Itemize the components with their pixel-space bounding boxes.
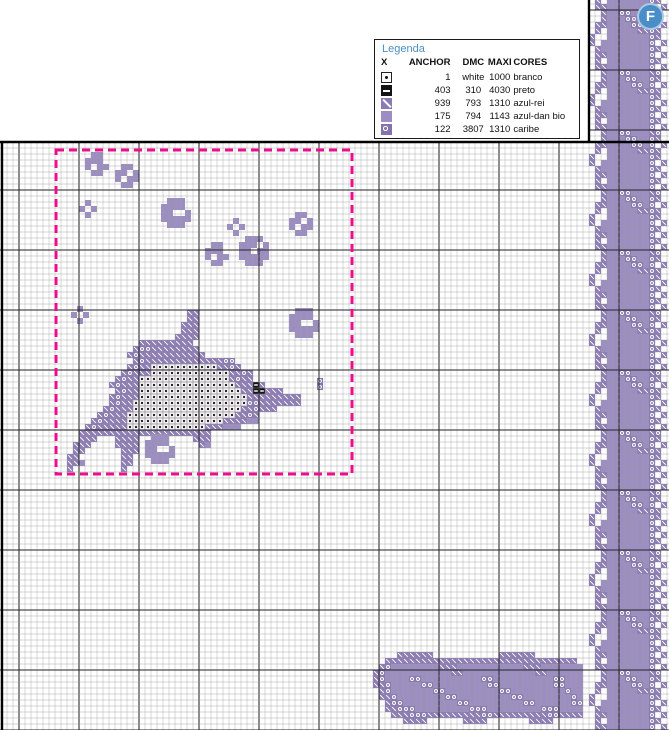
legend-row: 939 793 1310 azul-rei (381, 97, 573, 110)
legend-col-anchor: ANCHOR (408, 57, 451, 68)
legend-col-cores: CORES (513, 57, 548, 68)
selection-dashed-box (54, 148, 354, 476)
page-marker-badge[interactable]: F (637, 3, 664, 30)
stitch-symbol-icon (381, 98, 392, 110)
stitch-symbol-icon (381, 72, 392, 83)
bubble-motifs (71, 152, 323, 464)
stitch-symbol-icon (381, 85, 392, 97)
bottom-border (373, 652, 583, 724)
legend-col-dmc: DMC (462, 57, 485, 68)
stitch-symbol-icon (381, 124, 392, 136)
legend-row: 122 3807 1310 caribe (381, 123, 573, 136)
stitch-symbol-icon (381, 111, 392, 123)
selection-rectangle (54, 148, 354, 476)
legend-title: Legenda (382, 43, 425, 55)
stitch-cells (67, 0, 667, 730)
legend-box: Legenda X ANCHOR DMC MAXI CORES 1 white … (374, 39, 580, 139)
right-border-column (589, 0, 667, 730)
legend-row: 1 white 1000 branco (381, 71, 573, 84)
legend-col-maxi: MAXI (487, 57, 512, 68)
legend-col-x: X (381, 57, 388, 68)
legend-row: 403 310 4030 preto (381, 84, 573, 97)
legend-row: 175 794 1143 azul-dan bio (381, 110, 573, 123)
legend-table: X ANCHOR DMC MAXI CORES 1 white 1000 bra… (381, 57, 573, 136)
